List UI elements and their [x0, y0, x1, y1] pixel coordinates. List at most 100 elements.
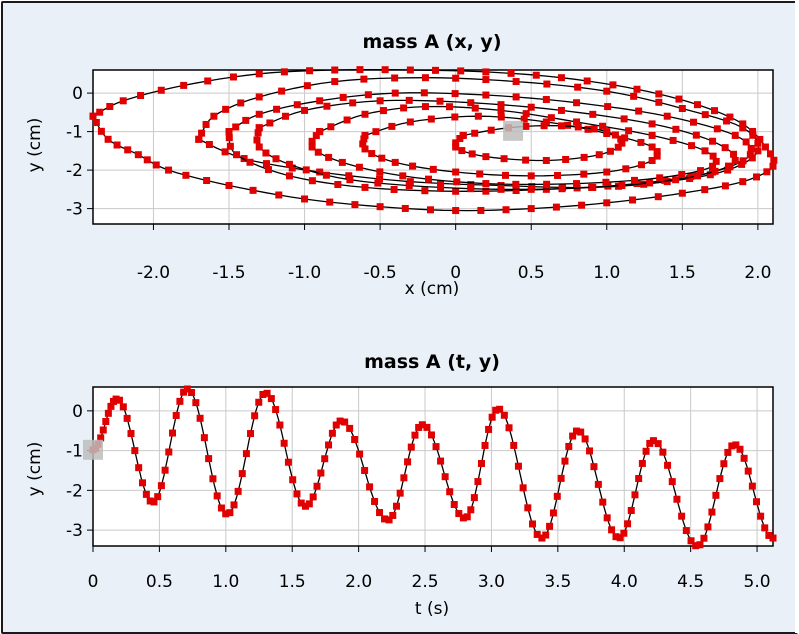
trajectory-loop-7-point — [542, 156, 550, 164]
time-series-point — [400, 474, 408, 482]
trajectory-loop-3-point — [739, 157, 747, 165]
trajectory-loop-3-point — [731, 131, 739, 139]
trajectory-loop-5-point — [314, 148, 322, 156]
time-series-point — [161, 466, 169, 474]
time-series-point — [200, 434, 208, 442]
time-series-point — [474, 478, 482, 486]
time-series-point — [704, 523, 712, 531]
trajectory-loop-1-point — [92, 118, 100, 126]
trajectory-loop-2-point — [754, 147, 762, 155]
time-series-point — [209, 475, 217, 483]
trajectory-loop-5-point — [602, 178, 610, 186]
trajectory-loop-5-point — [325, 153, 333, 161]
time-series-point — [678, 512, 686, 520]
time-series-point — [627, 506, 635, 514]
time-series-point — [603, 514, 611, 522]
trajectory-loop-1-point — [711, 107, 719, 115]
trajectory-loop-7-point — [482, 153, 490, 161]
time-series-point — [450, 500, 458, 508]
x-tick-label: 3.0 — [478, 572, 505, 592]
trajectory-loop-2-point — [754, 139, 762, 147]
trajectory-loop-7-point — [468, 150, 476, 158]
time-series-point — [577, 428, 585, 436]
time-series-point — [720, 460, 728, 468]
trajectory-loop-1-point — [331, 66, 339, 74]
trajectory-loop-3-point — [573, 99, 581, 107]
x-tick-label: 0 — [450, 263, 461, 283]
time-series-point — [188, 389, 196, 397]
trajectory-loop-7-point — [459, 131, 467, 139]
trajectory-loop-5-point — [678, 171, 686, 179]
x-tick-label: 2.5 — [412, 572, 439, 592]
time-series-point — [692, 542, 700, 550]
trajectory-loop-1-point — [280, 68, 288, 76]
trajectory-loop-2-point — [603, 87, 611, 95]
time-series-point — [664, 461, 672, 469]
trajectory-loop-4-point — [709, 137, 717, 145]
time-series-point — [659, 448, 667, 456]
time-series-point — [131, 447, 139, 455]
time-series-point — [635, 475, 643, 483]
trajectory-loop-5-point — [648, 131, 656, 139]
time-series-point — [361, 466, 369, 474]
time-series-point — [599, 498, 607, 506]
trajectory-loop-6-point — [388, 122, 396, 130]
trajectory-loop-5-point — [630, 176, 638, 184]
trajectory-loop-1-point — [739, 178, 747, 186]
trajectory-loop-7-point — [562, 155, 570, 163]
trajectory-loop-4-point — [254, 129, 262, 137]
trajectory-loop-2-point — [701, 111, 709, 119]
trajectory-loop-2-point — [255, 93, 263, 101]
trajectory-loop-4-point — [255, 143, 263, 151]
trajectory-loop-2-point — [723, 117, 731, 125]
time-series-point — [437, 457, 445, 465]
time-series-point — [624, 520, 632, 528]
trajectory-loop-5-point — [697, 167, 705, 175]
trajectory-loop-4-point — [527, 103, 535, 111]
time-series-point — [728, 442, 736, 450]
time-series-point — [696, 541, 704, 549]
trajectory-loop-2-point — [512, 78, 520, 86]
trajectory-loop-2-point — [739, 124, 747, 132]
trajectory-loop-1-point — [482, 68, 490, 76]
trajectory-loop-5-point — [425, 175, 433, 183]
x-tick-label: 0.5 — [518, 263, 545, 283]
trajectory-loop-5-point — [712, 157, 720, 165]
time-series-point — [165, 448, 173, 456]
trajectory-loop-7-point — [522, 156, 530, 164]
time-series-point — [284, 458, 292, 466]
time-series-point — [441, 473, 449, 481]
trajectory-loop-6-point — [359, 140, 367, 148]
trajectory-loop-4-point — [648, 120, 656, 128]
time-series-point — [119, 403, 127, 411]
trajectory-loop-2-point — [198, 129, 206, 137]
trajectory-loop-3-point — [451, 90, 459, 98]
trajectory-loop-2-point — [749, 131, 757, 139]
trajectory-loop-2-point — [630, 92, 638, 100]
time-series-point — [561, 457, 569, 465]
trajectory-loop-3-point — [421, 187, 429, 195]
trajectory-loop-2-point — [278, 87, 286, 95]
trajectory-loop-4-point — [589, 110, 597, 118]
time-series-point — [446, 488, 454, 496]
trajectory-loop-1-point — [137, 92, 145, 100]
time-series-point — [404, 458, 412, 466]
trajectory-loop-1-point — [678, 189, 686, 197]
y-tick-label: -1 — [66, 442, 83, 462]
trajectory-loop-7-point — [603, 128, 611, 136]
time-series-point — [302, 502, 309, 510]
time-series-point — [376, 509, 384, 517]
current-position-marker — [503, 120, 524, 141]
trajectory-loop-1-point — [426, 206, 434, 214]
y-tick-label: -3 — [66, 521, 83, 541]
trajectory-loop-1-point — [204, 77, 212, 85]
trajectory-loop-1-point — [654, 193, 662, 201]
time-series-point — [505, 424, 513, 432]
time-series-point — [176, 397, 184, 405]
trajectory-loop-5-point — [471, 104, 479, 112]
trajectory-loop-5-point — [446, 103, 454, 111]
trajectory-loop-2-point — [406, 178, 414, 186]
trajectory-loop-4-point — [301, 106, 309, 114]
trajectory-loop-3-point — [687, 173, 695, 181]
time-series-point — [102, 418, 110, 426]
